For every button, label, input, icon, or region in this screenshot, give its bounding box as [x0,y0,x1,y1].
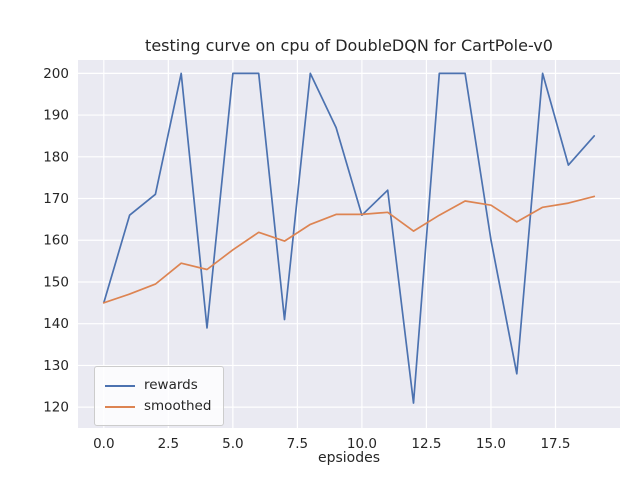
legend-item-rewards: rewards [105,375,211,396]
svg-text:130: 130 [43,358,69,374]
svg-text:15.0: 15.0 [476,436,506,452]
svg-text:120: 120 [43,400,69,416]
legend-label-smoothed: smoothed [144,397,212,414]
svg-text:7.5: 7.5 [287,436,308,452]
svg-text:0.0: 0.0 [93,436,114,452]
svg-text:170: 170 [43,191,69,207]
legend-item-smoothed: smoothed [105,396,211,417]
chart-title: testing curve on cpu of DoubleDQN for Ca… [145,36,553,55]
smoothed-line-swatch [105,405,135,408]
svg-text:160: 160 [43,233,69,249]
svg-text:2.5: 2.5 [158,436,179,452]
svg-text:180: 180 [43,149,69,165]
svg-text:12.5: 12.5 [411,436,441,452]
svg-text:10.0: 10.0 [347,436,377,452]
rewards-line-swatch [105,384,135,387]
x-axis-label: epsiodes [317,450,381,466]
svg-text:190: 190 [43,108,69,124]
svg-text:5.0: 5.0 [222,436,243,452]
svg-text:150: 150 [43,274,69,290]
svg-text:17.5: 17.5 [540,436,570,452]
svg-text:200: 200 [43,66,69,82]
legend-label-rewards: rewards [144,376,198,393]
svg-text:140: 140 [43,316,69,332]
legend: rewards smoothed [94,366,225,426]
